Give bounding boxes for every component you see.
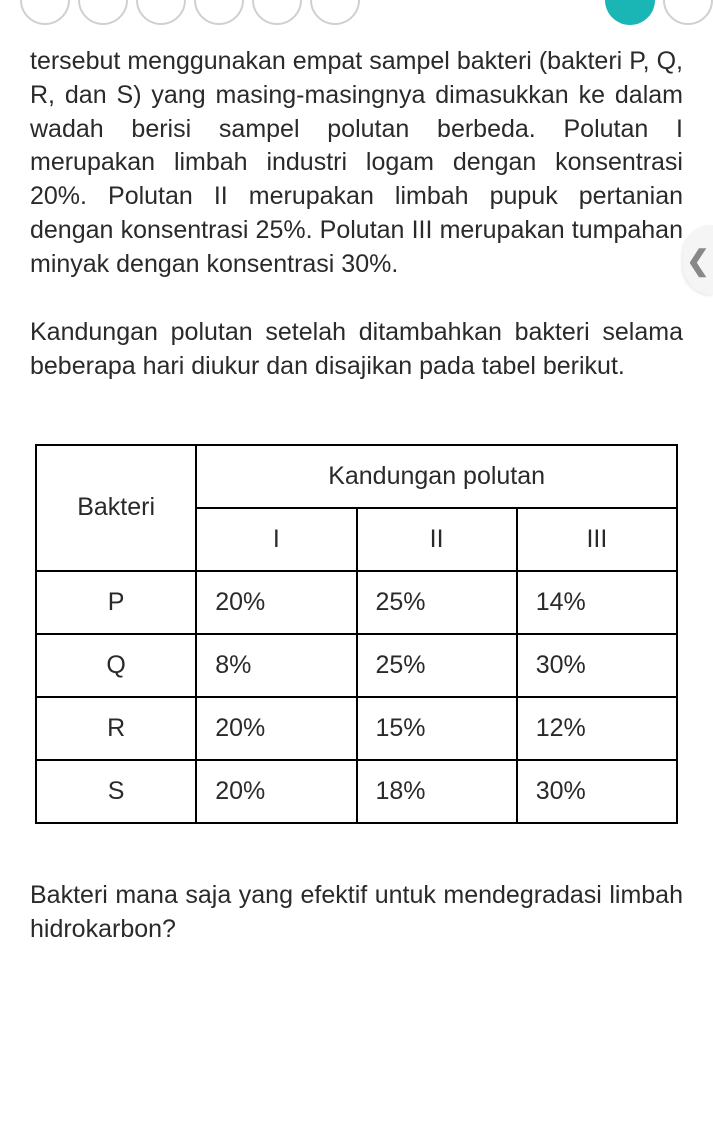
cell-value: 20% (196, 760, 356, 823)
data-table-container: Bakteri Kandungan polutan I II III P 20%… (30, 444, 683, 824)
chevron-left-icon: ❮ (686, 244, 709, 277)
nav-circle[interactable] (310, 0, 360, 25)
row-label: Q (36, 634, 196, 697)
cell-value: 30% (517, 634, 677, 697)
question-text: Bakteri mana saja yang efektif untuk men… (30, 879, 683, 947)
top-nav-circles (0, 0, 713, 30)
cell-value: 25% (357, 634, 517, 697)
cell-value: 14% (517, 571, 677, 634)
row-label: R (36, 697, 196, 760)
nav-circle[interactable] (252, 0, 302, 25)
cell-value: 20% (196, 697, 356, 760)
cell-value: 12% (517, 697, 677, 760)
nav-circle[interactable] (136, 0, 186, 25)
table-row: R 20% 15% 12% (36, 697, 677, 760)
cell-value: 8% (196, 634, 356, 697)
header-bakteri: Bakteri (36, 445, 196, 571)
col-header-2: II (357, 508, 517, 571)
cell-value: 20% (196, 571, 356, 634)
table-header-row-1: Bakteri Kandungan polutan (36, 445, 677, 508)
intro-paragraph-1: tersebut menggunakan empat sampel bakter… (30, 45, 683, 281)
nav-circle[interactable] (78, 0, 128, 25)
nav-circle[interactable] (194, 0, 244, 25)
row-label: S (36, 760, 196, 823)
table-row: S 20% 18% 30% (36, 760, 677, 823)
nav-circle-active[interactable] (605, 0, 655, 25)
cell-value: 25% (357, 571, 517, 634)
intro-paragraph-2: Kandungan polutan setelah ditambahkan ba… (30, 316, 683, 384)
header-kandungan: Kandungan polutan (196, 445, 677, 508)
table-row: P 20% 25% 14% (36, 571, 677, 634)
table-row: Q 8% 25% 30% (36, 634, 677, 697)
col-header-3: III (517, 508, 677, 571)
nav-circle[interactable] (663, 0, 713, 25)
row-label: P (36, 571, 196, 634)
nav-circle[interactable] (20, 0, 70, 25)
pollutant-table: Bakteri Kandungan polutan I II III P 20%… (35, 444, 678, 824)
cell-value: 18% (357, 760, 517, 823)
cell-value: 15% (357, 697, 517, 760)
main-content: tersebut menggunakan empat sampel bakter… (0, 30, 713, 966)
col-header-1: I (196, 508, 356, 571)
cell-value: 30% (517, 760, 677, 823)
